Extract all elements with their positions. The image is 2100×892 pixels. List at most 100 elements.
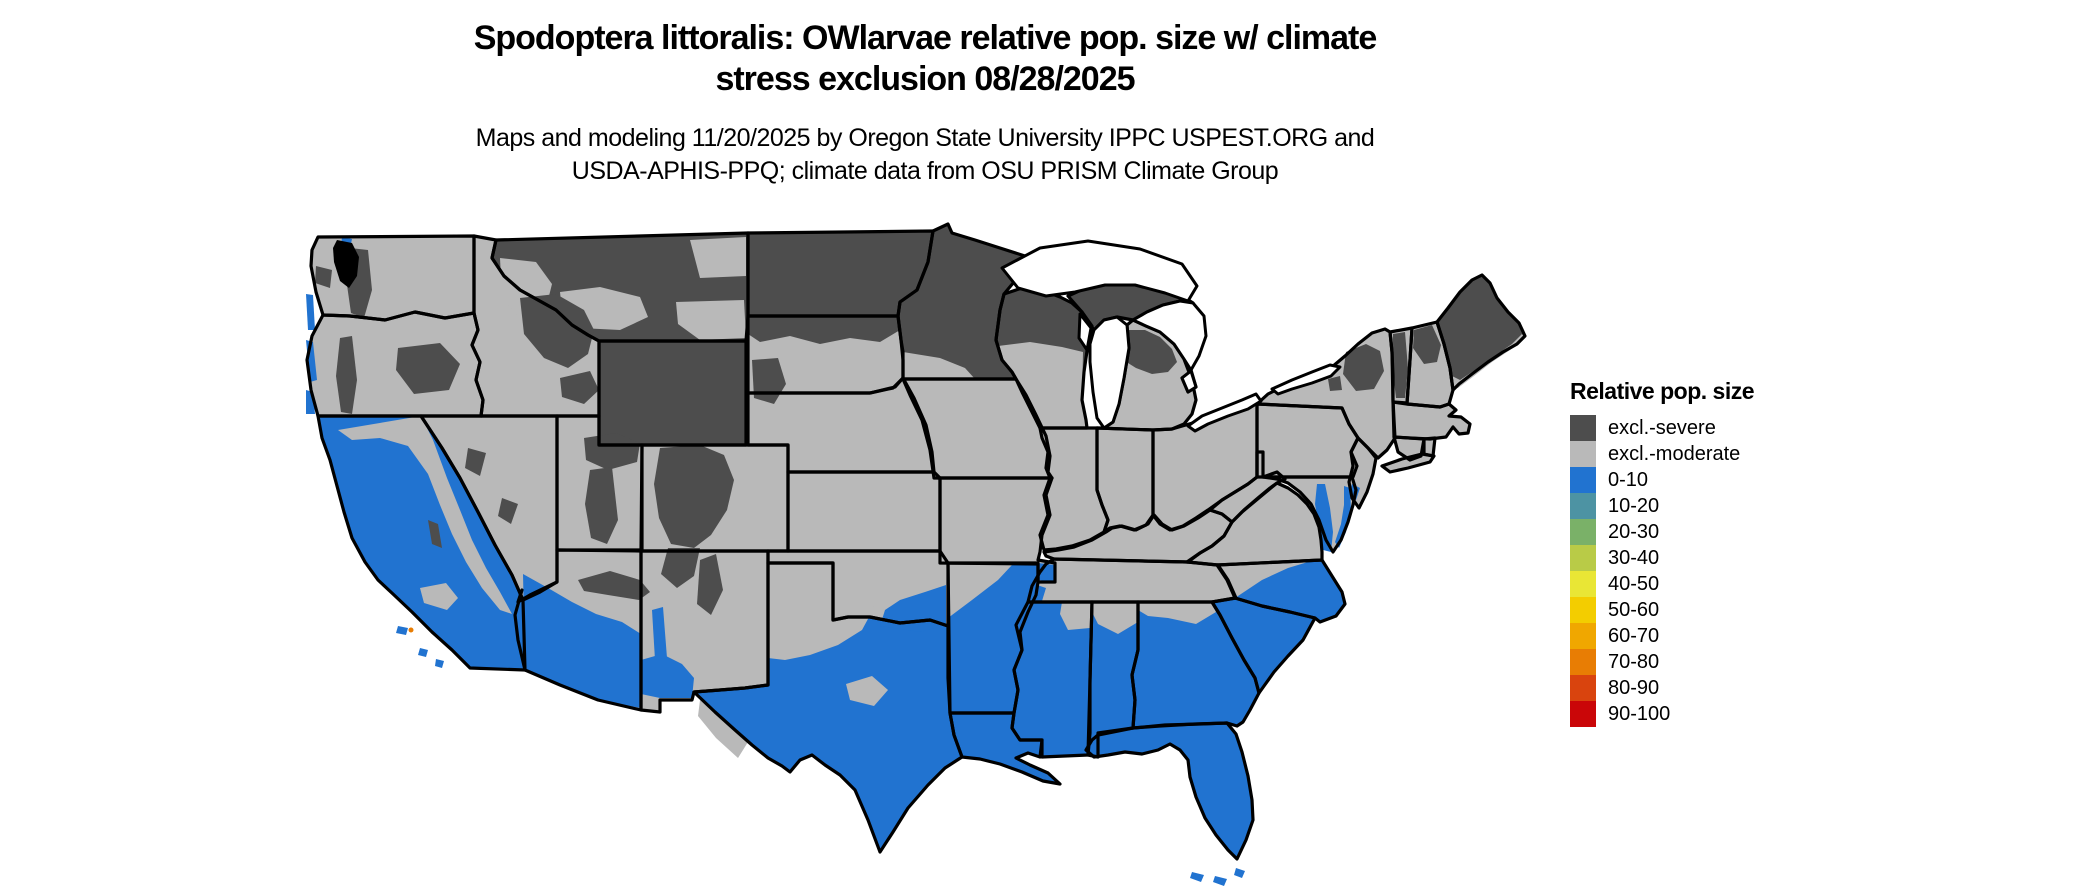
legend-item-0-10: 0-10: [1570, 467, 1810, 493]
sierra-crest-severe-dot: [428, 520, 442, 548]
legend-swatch: [1570, 545, 1596, 571]
legend-label: 30-40: [1608, 547, 1660, 569]
legend-label: 90-100: [1608, 703, 1671, 725]
olympics-severe-patch: [315, 266, 332, 288]
washington-coast-low-sliver: [306, 294, 315, 330]
channel-island-low-dot-2: [418, 648, 428, 657]
arkansas-south-east-low-region: [948, 565, 1038, 712]
florida-keys-low-dot-1: [1190, 872, 1204, 882]
arizona-south-low-region: [523, 574, 641, 708]
lake-michigan: [1088, 315, 1131, 430]
legend-swatch: [1570, 441, 1596, 467]
legend-swatch: [1570, 623, 1596, 649]
legend-item-20-30: 20-30: [1570, 519, 1810, 545]
state-wyoming: [599, 341, 746, 445]
class-overlays: [306, 237, 1525, 886]
legend-label: 60-70: [1608, 625, 1660, 647]
legend-swatch: [1570, 701, 1596, 727]
delmarva-atlantic-low-strip: [1335, 486, 1351, 548]
puget-sound: [333, 240, 359, 288]
legend-item-70-80: 70-80: [1570, 649, 1810, 675]
nevada-range-severe-dot-1: [465, 448, 486, 476]
mississippi-northeast-moderate-patch: [1060, 602, 1092, 630]
montana-southeast-moderate-patch: [676, 300, 746, 340]
legend-swatch: [1570, 467, 1596, 493]
channel-island-low-dot-3: [435, 659, 444, 668]
state-kansas: [788, 472, 940, 551]
legend-item-50-60: 50-60: [1570, 597, 1810, 623]
legend-swatch: [1570, 493, 1596, 519]
legend-item-excl.-severe: excl.-severe: [1570, 415, 1810, 441]
map-subtitle-line-2: USDA-APHIS-PPQ; climate data from OSU PR…: [571, 157, 1279, 185]
green-mountains-severe-patch: [1392, 332, 1408, 398]
california-northeast-sierra-moderate-patch: [338, 416, 512, 614]
wisconsin-south-moderate-patch: [998, 342, 1087, 428]
florida-keys-low-dot-2: [1213, 876, 1227, 886]
legend-label: 20-30: [1608, 521, 1660, 543]
state-tennessee: [1028, 559, 1236, 602]
texas-edwards-plateau-moderate-patch: [846, 676, 888, 706]
subtitle-block: Maps and modeling 11/20/2025 by Oregon S…: [300, 122, 1550, 188]
new-mexico-south-low-region: [641, 654, 694, 698]
san-juan-severe-patch: [661, 548, 700, 588]
lake-erie: [1186, 392, 1263, 433]
alabama-north-moderate-patch: [1092, 602, 1138, 634]
south-dakota-north-severe-band: [748, 316, 900, 344]
legend-item-90-100: 90-100: [1570, 701, 1810, 727]
adirondacks-severe-patch: [1343, 344, 1384, 391]
legend-items: excl.-severe excl.-moderate 0-10 10-20 20-30…: [1570, 415, 1810, 727]
tug-hill-severe-dot: [1328, 376, 1342, 391]
sangre-de-cristo-severe-patch: [697, 554, 723, 615]
rio-grande-valley-low-sliver: [652, 607, 667, 660]
montana-northeast-moderate-patch: [690, 237, 746, 278]
legend-item-60-70: 60-70: [1570, 623, 1810, 649]
mogollon-rim-severe-patch: [578, 571, 650, 600]
legend-label: 50-60: [1608, 599, 1660, 621]
texas-panhandle-moderate-region: [768, 563, 875, 660]
legend-swatch: [1570, 675, 1596, 701]
legend-title: Relative pop. size: [1570, 378, 1755, 404]
great-lakes: [333, 239, 1342, 433]
colorado-rockies-severe-patch: [654, 445, 734, 548]
legend: Relative pop. size excl.-severe excl.-mod…: [1570, 378, 1810, 727]
state-fills: [307, 224, 1525, 859]
map-title-line-1: Spodoptera littoralis: OWlarvae relative…: [473, 19, 1378, 57]
legend-label: excl.-moderate: [1608, 443, 1741, 465]
idaho-southeast-severe-patch: [560, 371, 599, 404]
channel-island-70-80-speck: [408, 627, 414, 633]
idaho-rockies-severe-patch: [520, 294, 594, 368]
minnesota-southwest-moderate-patch: [903, 352, 975, 379]
map-title-line-2: stress exclusion 08/28/2025: [715, 60, 1135, 98]
texas-transpecos-moderate-patch: [698, 700, 748, 758]
state-pennsylvania: [1257, 404, 1358, 477]
title-block: Spodoptera littoralis: OWlarvae relative…: [300, 18, 1550, 188]
map-subtitle-line-1: Maps and modeling 11/20/2025 by Oregon S…: [475, 124, 1375, 152]
legend-label: excl.-severe: [1608, 417, 1716, 439]
legend-swatch: [1570, 571, 1596, 597]
legend-swatch: [1570, 597, 1596, 623]
legend-item-excl.-moderate: excl.-moderate: [1570, 441, 1810, 467]
legend-label: 10-20: [1608, 495, 1660, 517]
channel-island-low-dot-1: [396, 626, 408, 635]
blue-mountains-severe-patch: [396, 343, 460, 394]
green-bay: [1077, 312, 1093, 352]
legend-swatch: [1570, 519, 1596, 545]
legend-swatch: [1570, 649, 1596, 675]
lake-superior: [1000, 239, 1199, 303]
lake-huron: [1131, 299, 1208, 372]
white-mountains-severe-patch: [1413, 325, 1441, 364]
florida-keys-low-dot-3: [1234, 868, 1245, 878]
lake-ontario: [1270, 363, 1342, 396]
legend-item-30-40: 30-40: [1570, 545, 1810, 571]
nevada-range-severe-dot-2: [498, 498, 518, 524]
legend-label: 0-10: [1608, 469, 1649, 491]
legend-item-80-90: 80-90: [1570, 675, 1810, 701]
transverse-ranges-moderate-patch: [420, 583, 458, 610]
legend-item-10-20: 10-20: [1570, 493, 1810, 519]
legend-label: 40-50: [1608, 573, 1660, 595]
georgia-north-moderate-patch: [1138, 602, 1216, 624]
legend-label: 70-80: [1608, 651, 1660, 673]
legend-swatch: [1570, 415, 1596, 441]
